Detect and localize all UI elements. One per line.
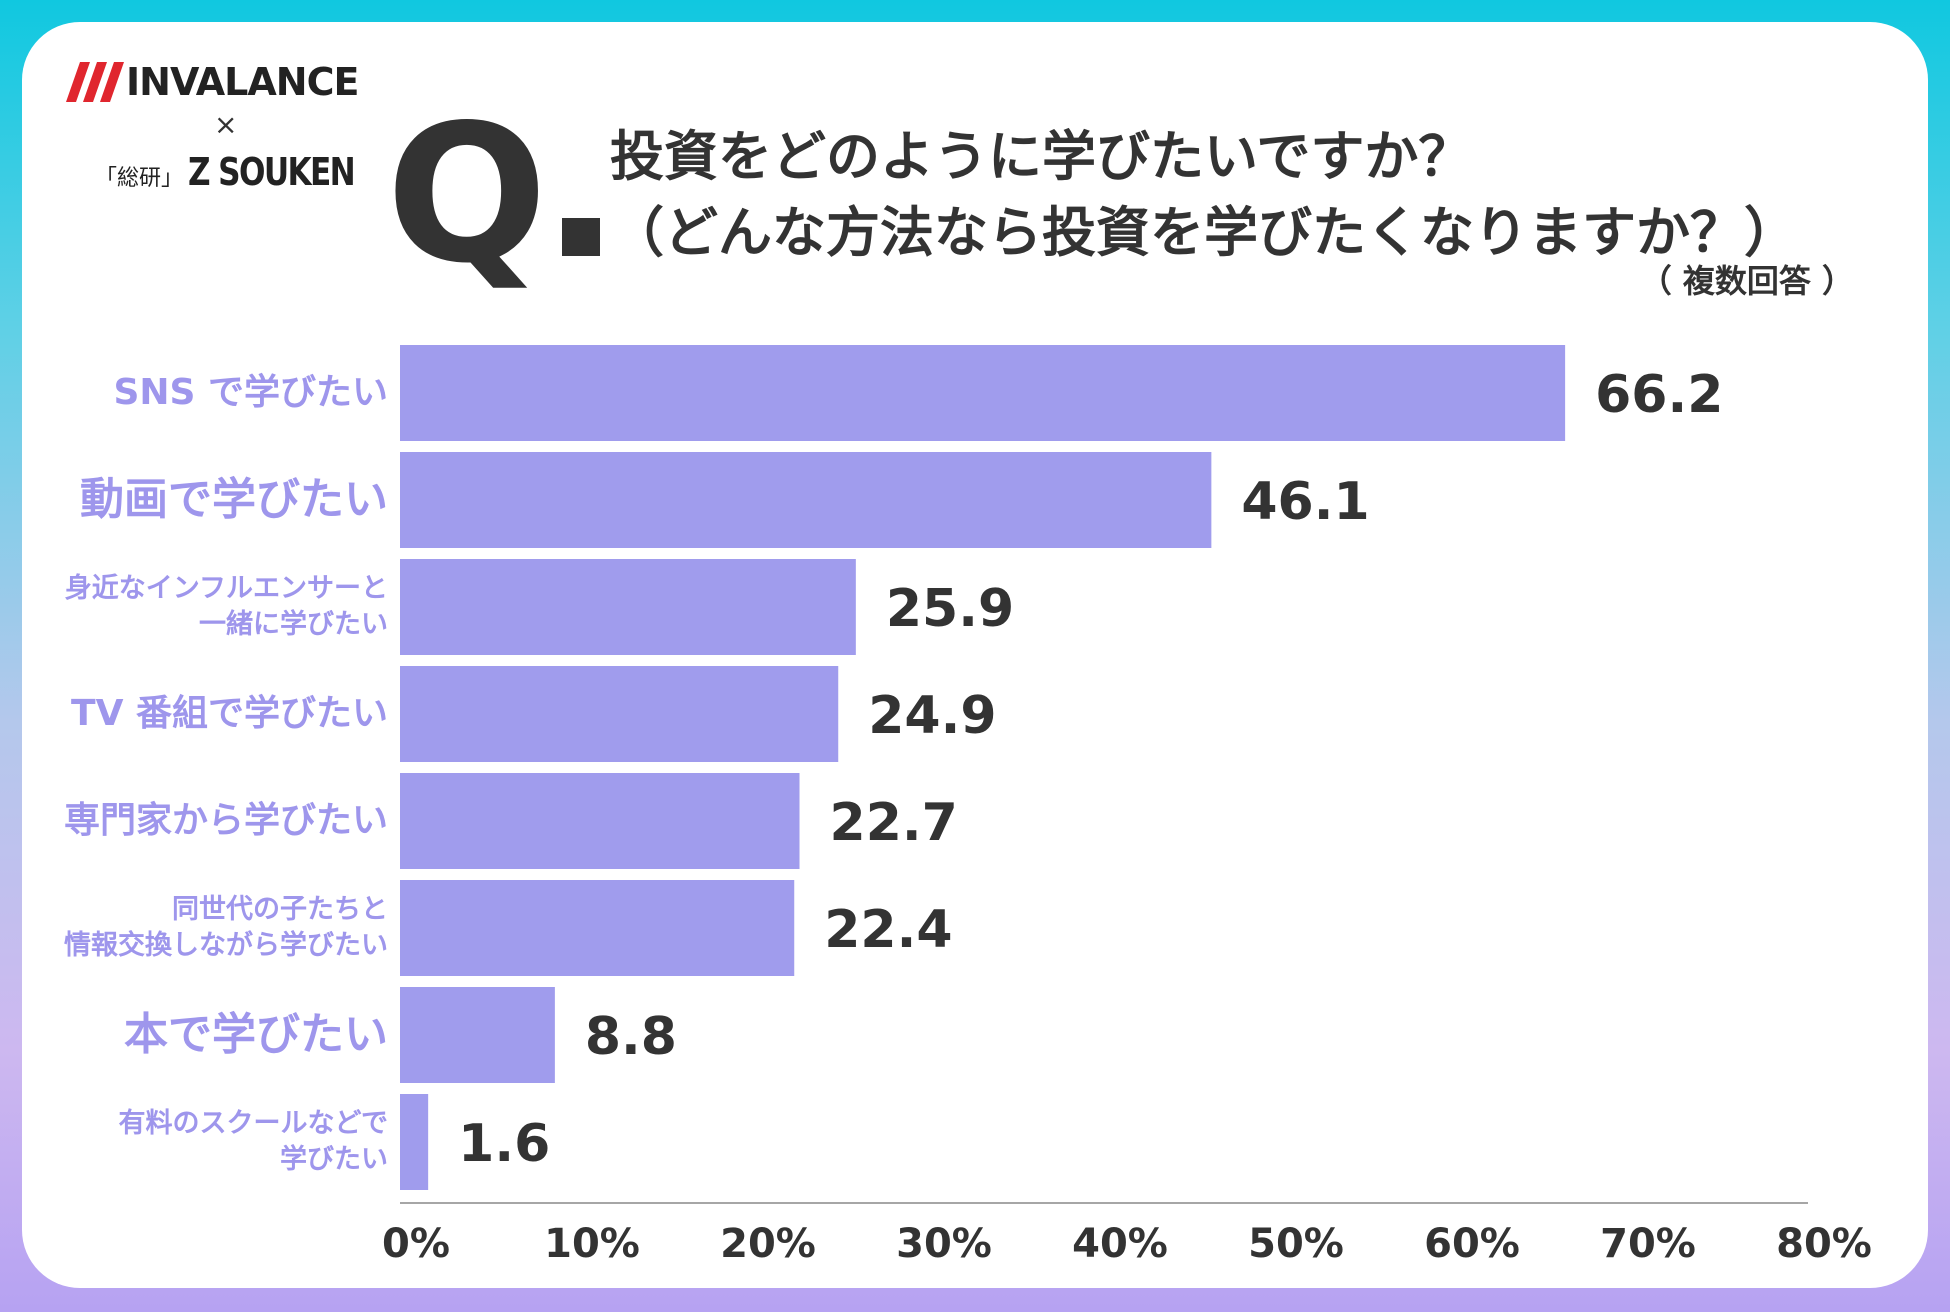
category-label: 同世代の子たちと 情報交換しながら学びたい: [64, 894, 388, 961]
question-title-line1: 投資をどのように学びたいですか？: [610, 125, 1473, 188]
bar: [400, 345, 1566, 441]
question-dot: [562, 218, 600, 256]
brand-name: INVALANCE: [126, 60, 359, 104]
category-label: 動画で学びたい: [80, 473, 388, 525]
category-label: TV 番組で学びたい: [71, 693, 388, 735]
bar-value-label: 66.2: [1595, 365, 1723, 425]
x-tick-label: 60%: [1424, 1221, 1520, 1267]
question-note: （ 複数回答 ）: [1639, 262, 1854, 300]
partner-name: Z SOUKEN: [188, 150, 356, 194]
category-label: 身近なインフルエンサーと 一緒に学びたい: [64, 573, 388, 640]
question-title-line2: （どんな方法なら投資を学びたくなりますか？）: [610, 201, 1798, 264]
category-label: 有料のスクールなどで 学びたい: [118, 1108, 388, 1175]
bar: [400, 559, 856, 655]
bar-value-label: 22.7: [830, 793, 958, 853]
card-background: [22, 22, 1928, 1288]
bar: [400, 987, 555, 1083]
invalance-stripes-icon: [66, 62, 124, 102]
category-label: 専門家から学びたい: [63, 800, 388, 842]
x-tick-label: 80%: [1776, 1221, 1872, 1267]
collab-times-sign: ×: [214, 108, 238, 141]
category-label: SNS で学びたい: [113, 372, 388, 414]
bar-value-label: 24.9: [868, 686, 996, 746]
x-tick-label: 70%: [1600, 1221, 1696, 1267]
x-tick-label: 30%: [896, 1221, 992, 1267]
bar: [400, 666, 839, 762]
bar-value-label: 8.8: [585, 1007, 677, 1067]
question-mark-letter: Q: [386, 84, 548, 305]
x-tick-label: 0%: [382, 1221, 450, 1267]
bar: [400, 452, 1212, 548]
souken-mark-text: 「総研」: [102, 166, 176, 191]
x-tick-label: 50%: [1248, 1221, 1344, 1267]
bar: [400, 1094, 429, 1190]
souken-mark-icon: 「総研」: [102, 166, 176, 191]
bar-value-label: 25.9: [886, 579, 1014, 639]
bar-value-label: 46.1: [1241, 472, 1369, 532]
bar-value-label: 22.4: [824, 900, 952, 960]
category-label: 本で学びたい: [124, 1008, 388, 1060]
bar-value-label: 1.6: [458, 1114, 550, 1174]
x-tick-label: 20%: [720, 1221, 816, 1267]
invalance-logo: INVALANCE: [66, 60, 359, 104]
bar: [400, 773, 800, 869]
x-tick-label: 40%: [1072, 1221, 1168, 1267]
x-tick-label: 10%: [544, 1221, 640, 1267]
bar: [400, 880, 795, 976]
